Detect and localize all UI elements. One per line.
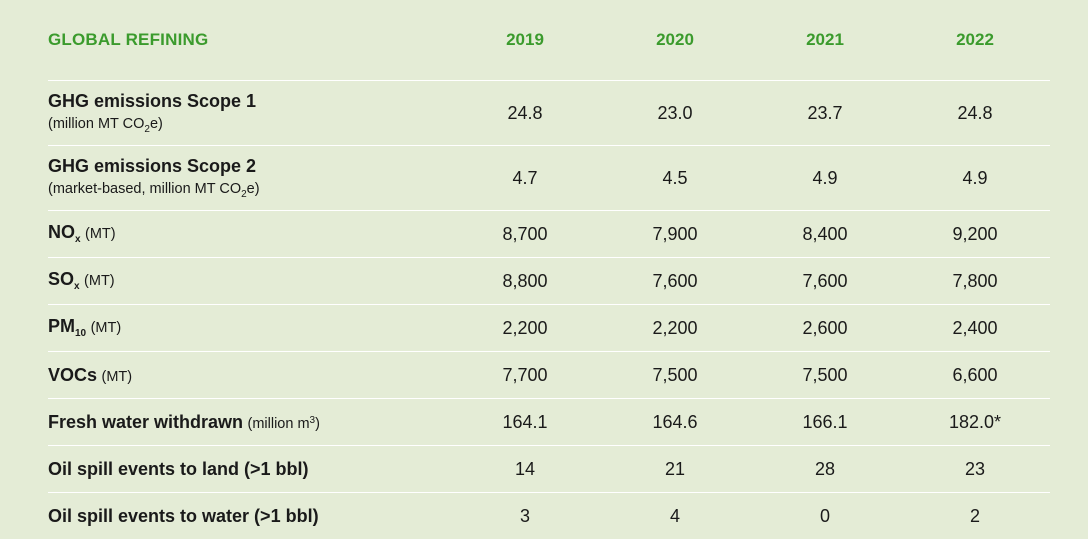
metric-name: VOCs — [48, 364, 98, 385]
table-cell: 0 — [819, 505, 830, 526]
table-cell: 2 — [969, 505, 980, 526]
table-cell: 8,800 — [502, 270, 548, 291]
table-cell: 7,700 — [502, 364, 548, 385]
metric-name: NOx — [48, 222, 81, 246]
table-row: SOx (MT) 8,800 7,600 7,600 7,800 — [48, 258, 1050, 305]
table-row: VOCs (MT) 7,700 7,500 7,500 6,600 — [48, 352, 1050, 399]
table-cell: 9,200 — [952, 223, 998, 244]
table-cell: 7,500 — [802, 364, 848, 385]
metric-unit: (MT) — [101, 368, 133, 385]
row-label: Oil spill events to water (>1 bbl) — [48, 505, 448, 528]
metric-unit: (MT) — [90, 320, 122, 337]
table-row: PM10 (MT) 2,200 2,200 2,600 2,400 — [48, 305, 1050, 352]
table-cell: 23 — [964, 458, 986, 479]
table-row: Fresh water withdrawn (million m3) 164.1… — [48, 399, 1050, 446]
table-cell: 2,400 — [952, 317, 998, 338]
year-header: 2022 — [956, 30, 994, 49]
row-label: GHG emissions Scope 1 (million MT CO2e) — [48, 90, 448, 137]
table-cell: 4.9 — [812, 167, 838, 188]
table-cell: 2,600 — [802, 317, 848, 338]
table-row: GHG emissions Scope 1 (million MT CO2e) … — [48, 81, 1050, 146]
year-header: 2021 — [806, 30, 844, 49]
table-cell: 166.1 — [802, 411, 848, 432]
metric-name: GHG emissions Scope 2 — [48, 155, 257, 176]
table-cell: 164.1 — [502, 411, 548, 432]
year-header: 2019 — [506, 30, 544, 49]
row-label: Fresh water withdrawn (million m3) — [48, 411, 448, 434]
table-cell: 4.5 — [662, 167, 688, 188]
table-cell: 7,500 — [652, 364, 698, 385]
table-row: Oil spill events to land (>1 bbl) 14 21 … — [48, 446, 1050, 493]
row-label: SOx (MT) — [48, 268, 448, 294]
table-cell: 7,600 — [652, 270, 698, 291]
row-label: NOx (MT) — [48, 221, 448, 247]
table-cell: 2,200 — [652, 317, 698, 338]
table-cell: 4.9 — [962, 167, 988, 188]
table-header: GLOBAL REFINING 2019 2020 2021 2022 — [48, 0, 1050, 81]
metric-name: SOx — [48, 269, 80, 293]
table-cell: 2,200 — [502, 317, 548, 338]
metric-name: Oil spill events to land (>1 bbl) — [48, 458, 309, 479]
table-row: GHG emissions Scope 2 (market-based, mil… — [48, 146, 1050, 211]
table-cell: 23.0 — [657, 102, 693, 123]
table-cell: 14 — [514, 458, 536, 479]
table-cell: 3 — [519, 505, 530, 526]
metric-name: GHG emissions Scope 1 — [48, 90, 257, 111]
metric-unit: (MT) — [84, 273, 115, 290]
table-cell: 4.7 — [512, 167, 538, 188]
table-cell: 6,600 — [952, 364, 998, 385]
row-label: GHG emissions Scope 2 (market-based, mil… — [48, 155, 448, 202]
row-label: PM10 (MT) — [48, 315, 448, 341]
metric-name: Fresh water withdrawn — [48, 411, 244, 432]
metric-unit: (million MT CO2e) — [48, 115, 163, 135]
row-label: Oil spill events to land (>1 bbl) — [48, 458, 448, 481]
table-row: NOx (MT) 8,700 7,900 8,400 9,200 — [48, 211, 1050, 258]
metric-name: PM10 — [48, 316, 87, 340]
table-cell: 23.7 — [807, 102, 843, 123]
table-cell: 164.6 — [652, 411, 698, 432]
refining-table: GLOBAL REFINING 2019 2020 2021 2022 GHG … — [48, 0, 1050, 539]
table-cell: 28 — [814, 458, 836, 479]
table-cell: 7,600 — [802, 270, 848, 291]
table-cell: 4 — [669, 505, 680, 526]
table-cell: 24.8 — [507, 102, 543, 123]
metric-unit: (million m3) — [247, 414, 320, 432]
table-cell: 7,800 — [952, 270, 998, 291]
table-cell: 7,900 — [652, 223, 698, 244]
table-row: Oil spill events to water (>1 bbl) 3 4 0… — [48, 493, 1050, 539]
table-cell: 182.0* — [948, 411, 1002, 432]
table-cell: 8,400 — [802, 223, 848, 244]
table-title: GLOBAL REFINING — [48, 30, 209, 50]
metric-unit: (MT) — [85, 226, 116, 243]
row-label: VOCs (MT) — [48, 364, 448, 387]
table-cell: 21 — [664, 458, 686, 479]
metric-unit: (market-based, million MT CO2e) — [48, 180, 260, 200]
table-cell: 24.8 — [957, 102, 993, 123]
year-header: 2020 — [656, 30, 694, 49]
metric-name: Oil spill events to water (>1 bbl) — [48, 505, 319, 526]
table-cell: 8,700 — [502, 223, 548, 244]
